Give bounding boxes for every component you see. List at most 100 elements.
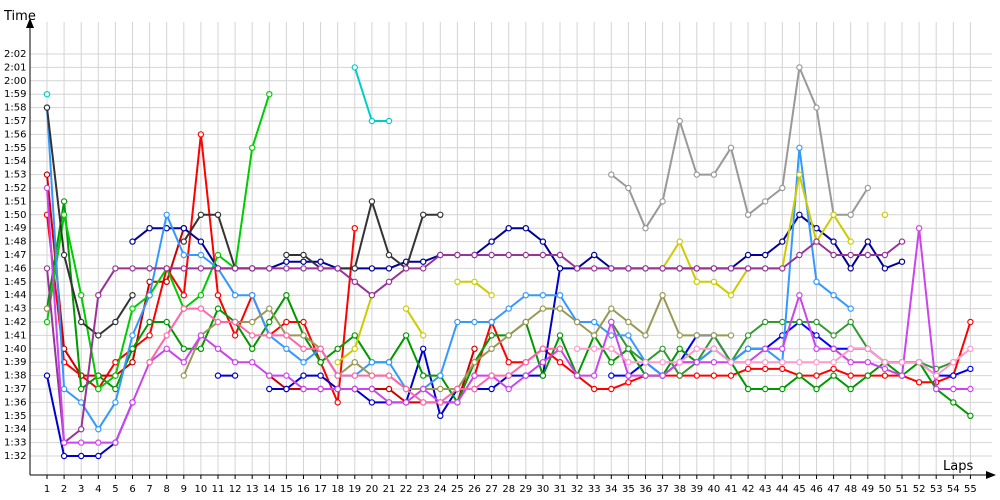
- data-point: [300, 265, 307, 272]
- data-point: [744, 265, 752, 272]
- data-point: [420, 345, 427, 352]
- data-point: [146, 332, 153, 339]
- data-point: [813, 345, 820, 352]
- data-point: [197, 131, 205, 138]
- data-point: [77, 426, 85, 433]
- y-tick-label: 1:34: [4, 424, 26, 435]
- data-point: [60, 198, 68, 205]
- data-point: [950, 385, 957, 393]
- data-point: [642, 332, 649, 339]
- data-point: [830, 251, 837, 259]
- data-point: [60, 439, 68, 446]
- data-point: [881, 211, 889, 218]
- data-point: [402, 385, 410, 393]
- data-point: [129, 332, 136, 339]
- data-point: [248, 345, 256, 352]
- data-point: [847, 238, 854, 245]
- data-point: [744, 365, 752, 373]
- data-point: [317, 258, 324, 265]
- y-tick-label: 1:36: [4, 397, 26, 408]
- data-point: [505, 385, 512, 393]
- x-tick-label: 50: [879, 484, 892, 495]
- data-point: [146, 224, 153, 232]
- x-tick-label: 22: [400, 484, 413, 495]
- x-tick-label: 10: [195, 484, 208, 495]
- data-point: [693, 278, 701, 285]
- data-point: [43, 305, 51, 312]
- data-point: [471, 345, 478, 352]
- data-point: [744, 359, 752, 366]
- x-tick-label: 5: [112, 484, 118, 495]
- x-tick-label: 30: [537, 484, 550, 495]
- y-tick-label: 1:37: [4, 384, 26, 395]
- data-point: [437, 211, 444, 218]
- y-tick-label: 1:32: [4, 451, 26, 462]
- y-tick-label: 1:49: [4, 223, 26, 234]
- x-tick-label: 33: [588, 484, 601, 495]
- data-point: [710, 332, 718, 339]
- series-16: [43, 184, 974, 446]
- data-point: [693, 359, 701, 366]
- data-point: [95, 385, 102, 393]
- data-point: [744, 332, 752, 339]
- data-point: [266, 385, 273, 393]
- data-point: [402, 305, 410, 312]
- data-point: [248, 359, 256, 366]
- x-axis-label: Laps: [943, 459, 973, 474]
- x-tick-label: 21: [383, 484, 396, 495]
- data-point: [95, 332, 102, 339]
- data-point: [881, 359, 889, 366]
- data-point: [368, 385, 376, 393]
- data-point: [368, 265, 376, 272]
- data-point: [43, 372, 51, 379]
- data-point: [762, 318, 769, 326]
- data-point: [129, 238, 136, 245]
- data-point: [727, 359, 735, 366]
- data-point: [231, 265, 239, 272]
- data-point: [505, 224, 512, 232]
- data-point: [300, 332, 307, 339]
- data-point: [608, 332, 615, 339]
- data-point: [813, 278, 820, 285]
- data-point: [283, 318, 290, 326]
- data-point: [608, 171, 615, 178]
- data-point: [197, 251, 205, 259]
- data-point: [830, 359, 837, 366]
- data-point: [539, 372, 547, 379]
- data-point: [488, 332, 495, 339]
- y-tick-label: 1:35: [4, 411, 26, 422]
- data-point: [317, 265, 324, 272]
- data-point: [60, 251, 68, 259]
- data-point: [710, 372, 718, 379]
- data-point: [659, 198, 666, 205]
- data-point: [915, 359, 923, 366]
- data-point: [522, 292, 530, 299]
- x-tick-label: 3: [78, 484, 84, 495]
- data-point: [573, 318, 581, 326]
- x-tick-label: 6: [129, 484, 135, 495]
- series-12: [608, 64, 872, 232]
- y-tick-label: 1:53: [4, 170, 26, 181]
- data-point: [112, 372, 119, 379]
- data-point: [112, 439, 119, 446]
- data-point: [505, 372, 512, 379]
- data-point: [591, 372, 598, 379]
- x-tick-label: 44: [776, 484, 789, 495]
- data-point: [454, 318, 461, 326]
- data-point: [522, 359, 530, 366]
- data-point: [522, 224, 530, 232]
- x-tick-label: 4: [95, 484, 101, 495]
- data-point: [864, 372, 872, 379]
- y-tick-label: 1:47: [4, 250, 26, 261]
- data-point: [488, 345, 495, 352]
- data-point: [881, 372, 889, 379]
- x-tick-label: 14: [263, 484, 276, 495]
- data-point: [779, 345, 786, 352]
- grid: [30, 22, 992, 479]
- y-axis-label: Time: [3, 9, 36, 24]
- data-point: [180, 224, 187, 232]
- data-point: [556, 251, 564, 259]
- data-point: [608, 359, 615, 366]
- data-point: [539, 251, 547, 259]
- data-point: [368, 359, 376, 366]
